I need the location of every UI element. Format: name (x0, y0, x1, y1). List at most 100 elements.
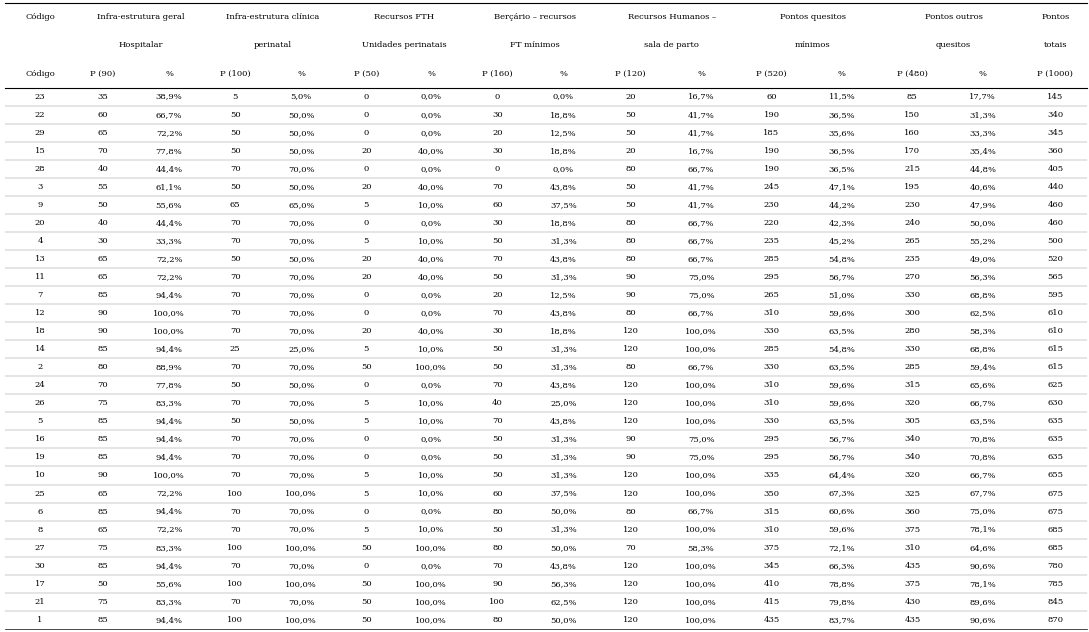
Text: 1: 1 (37, 616, 42, 624)
Text: 85: 85 (98, 291, 108, 299)
Text: P (480): P (480) (897, 70, 928, 78)
Text: Infra-estrutura geral: Infra-estrutura geral (97, 13, 185, 21)
Text: 55,2%: 55,2% (969, 237, 996, 245)
Text: 5: 5 (364, 399, 369, 408)
Text: 235: 235 (763, 237, 780, 245)
Text: 120: 120 (623, 417, 638, 425)
Text: 100,0%: 100,0% (685, 345, 717, 353)
Text: 60: 60 (98, 111, 108, 119)
Text: 100,0%: 100,0% (685, 490, 717, 497)
Text: 31,3%: 31,3% (550, 526, 577, 533)
Text: 0: 0 (364, 309, 369, 317)
Text: 10,0%: 10,0% (418, 490, 444, 497)
Text: 94,4%: 94,4% (156, 435, 183, 444)
Text: 31,3%: 31,3% (550, 345, 577, 353)
Text: 405: 405 (1048, 165, 1064, 173)
Text: 72,1%: 72,1% (829, 544, 855, 552)
Text: 50,0%: 50,0% (287, 147, 315, 155)
Text: 31,3%: 31,3% (550, 273, 577, 281)
Text: 30: 30 (492, 147, 503, 155)
Text: P (50): P (50) (354, 70, 379, 78)
Text: 54,8%: 54,8% (829, 345, 855, 353)
Text: 85: 85 (98, 417, 108, 425)
Text: 100,0%: 100,0% (415, 616, 448, 624)
Text: 120: 120 (623, 381, 638, 389)
Text: 77,8%: 77,8% (156, 381, 183, 389)
Text: Hospitalar: Hospitalar (119, 41, 163, 49)
Text: 17,7%: 17,7% (969, 93, 996, 100)
Text: 100,0%: 100,0% (285, 490, 317, 497)
Text: 310: 310 (763, 526, 780, 533)
Text: 80: 80 (625, 363, 636, 371)
Text: 25,0%: 25,0% (550, 399, 577, 408)
Text: 18,8%: 18,8% (550, 219, 577, 227)
Text: 435: 435 (904, 616, 920, 624)
Text: 610: 610 (1048, 327, 1063, 335)
Text: P (100): P (100) (220, 70, 250, 78)
Text: 320: 320 (905, 471, 920, 480)
Text: 310: 310 (763, 309, 780, 317)
Text: 5: 5 (232, 93, 237, 100)
Text: 100: 100 (228, 490, 243, 497)
Text: 295: 295 (763, 273, 780, 281)
Text: 70,0%: 70,0% (287, 327, 315, 335)
Text: 0,0%: 0,0% (420, 381, 442, 389)
Text: 80: 80 (625, 165, 636, 173)
Text: 75,0%: 75,0% (688, 291, 714, 299)
Text: 80: 80 (625, 507, 636, 516)
Text: 70,0%: 70,0% (287, 399, 315, 408)
Text: 70,0%: 70,0% (287, 562, 315, 569)
Text: 40,0%: 40,0% (418, 327, 444, 335)
Text: 80: 80 (492, 616, 503, 624)
Text: 40: 40 (98, 219, 108, 227)
Text: 33,3%: 33,3% (969, 129, 996, 137)
Text: 295: 295 (763, 435, 780, 444)
Text: 50: 50 (492, 237, 503, 245)
Text: %: % (837, 70, 846, 78)
Text: totais: totais (1043, 41, 1067, 49)
Text: 100,0%: 100,0% (685, 526, 717, 533)
Text: 19: 19 (35, 453, 46, 461)
Text: 20: 20 (492, 129, 503, 137)
Text: 63,5%: 63,5% (829, 417, 855, 425)
Text: 83,3%: 83,3% (156, 399, 183, 408)
Text: 40,0%: 40,0% (418, 183, 444, 191)
Text: 50: 50 (230, 381, 241, 389)
Text: 47,9%: 47,9% (969, 201, 996, 209)
Text: 70: 70 (230, 453, 241, 461)
Text: 0,0%: 0,0% (420, 291, 442, 299)
Text: 100,0%: 100,0% (685, 562, 717, 569)
Text: 80: 80 (492, 544, 503, 552)
Text: 70: 70 (492, 381, 503, 389)
Text: 565: 565 (1048, 273, 1063, 281)
Text: 40,0%: 40,0% (418, 147, 444, 155)
Text: 31,3%: 31,3% (550, 471, 577, 480)
Text: 63,5%: 63,5% (969, 417, 996, 425)
Text: 90: 90 (492, 580, 503, 588)
Text: 51,0%: 51,0% (829, 291, 855, 299)
Text: 330: 330 (904, 291, 920, 299)
Text: 50,0%: 50,0% (287, 417, 315, 425)
Text: 20: 20 (362, 273, 371, 281)
Text: 90: 90 (625, 273, 636, 281)
Text: 88,9%: 88,9% (156, 363, 183, 371)
Text: 655: 655 (1048, 471, 1063, 480)
Text: 70: 70 (492, 417, 503, 425)
Text: Pontos outros: Pontos outros (925, 13, 982, 21)
Text: 80: 80 (625, 237, 636, 245)
Text: 685: 685 (1048, 544, 1063, 552)
Text: 285: 285 (904, 363, 920, 371)
Text: 50: 50 (98, 580, 108, 588)
Text: 25: 25 (35, 490, 46, 497)
Text: 100: 100 (228, 616, 243, 624)
Text: 70: 70 (625, 544, 636, 552)
Text: 66,7%: 66,7% (969, 471, 996, 480)
Text: 120: 120 (623, 526, 638, 533)
Text: P (1000): P (1000) (1038, 70, 1074, 78)
Text: 30: 30 (492, 327, 503, 335)
Text: 83,3%: 83,3% (156, 544, 183, 552)
Text: 80: 80 (625, 219, 636, 227)
Text: 16,7%: 16,7% (688, 147, 714, 155)
Text: 16,7%: 16,7% (688, 93, 714, 100)
Text: 270: 270 (905, 273, 920, 281)
